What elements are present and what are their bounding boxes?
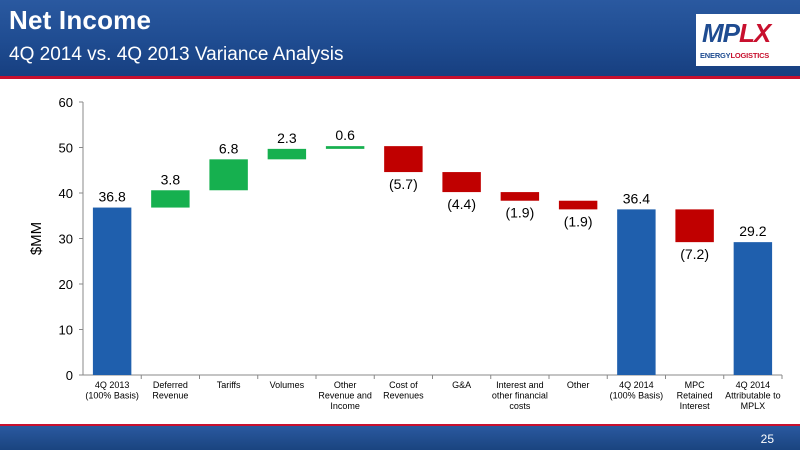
category-label: Tariffs [217, 380, 241, 390]
data-label: (7.2) [680, 246, 709, 262]
category-label: G&A [452, 380, 471, 390]
decrease-bar [675, 209, 714, 243]
category-label: MPLX [741, 401, 766, 411]
data-label: (5.7) [389, 176, 418, 192]
page-number: 25 [760, 432, 774, 446]
y-tick-label: 0 [66, 368, 73, 383]
decrease-bar [442, 172, 481, 193]
category-label: Attributable to [725, 391, 781, 401]
y-tick-label: 50 [59, 141, 73, 156]
data-label: 3.8 [161, 171, 181, 187]
logo-wordmark: MPLX [702, 18, 771, 48]
decrease-bar [558, 200, 598, 210]
y-tick-label: 10 [59, 323, 73, 338]
y-tick-label: 20 [59, 277, 73, 292]
category-label: MPC [685, 380, 706, 390]
category-label: 4Q 2013 [95, 380, 130, 390]
category-label: Interest [680, 401, 711, 411]
logo-tagline: ENERGYLOGISTICS [700, 51, 770, 60]
slide-title: Net Income [9, 5, 152, 35]
category-label: other financial [492, 391, 548, 401]
category-label: Income [330, 401, 360, 411]
category-label: Deferred [153, 380, 188, 390]
slide-header: Net Income 4Q 2014 vs. 4Q 2013 Variance … [0, 0, 800, 76]
total-bar [733, 242, 773, 375]
header-divider [0, 76, 800, 79]
category-label: Cost of [389, 380, 418, 390]
mplx-logo: MPLX ENERGYLOGISTICS [696, 14, 800, 66]
category-label: (100% Basis) [610, 391, 664, 401]
data-label: (4.4) [447, 196, 476, 212]
increase-bar [267, 148, 307, 160]
y-tick-label: 30 [59, 232, 73, 247]
category-label: Revenues [383, 391, 424, 401]
y-tick-label: 40 [59, 186, 73, 201]
data-label: 6.8 [219, 140, 239, 156]
increase-bar [151, 190, 190, 208]
y-tick-label: 60 [59, 95, 73, 110]
category-label: Other [334, 380, 357, 390]
category-label: costs [509, 401, 531, 411]
total-bar [92, 207, 132, 375]
data-label: (1.9) [505, 205, 534, 221]
data-label: 2.3 [277, 130, 297, 146]
increase-bar [209, 159, 248, 191]
total-bar [617, 209, 656, 375]
category-label: Revenue [152, 391, 188, 401]
decrease-bar [384, 146, 423, 173]
slide-footer: 25 [0, 426, 800, 450]
category-label: Other [567, 380, 590, 390]
data-label: 36.8 [99, 189, 126, 205]
category-label: 4Q 2014 [619, 380, 654, 390]
y-axis-title: $MM [28, 222, 45, 255]
data-label: (1.9) [564, 213, 593, 229]
category-label: Retained [677, 391, 713, 401]
category-label: 4Q 2014 [736, 380, 771, 390]
slide-subtitle: 4Q 2014 vs. 4Q 2013 Variance Analysis [9, 44, 344, 65]
category-label: Interest and [496, 380, 544, 390]
category-label: Revenue and [318, 391, 372, 401]
footer-divider [0, 424, 800, 426]
category-label: Volumes [270, 380, 305, 390]
data-label: 29.2 [739, 223, 766, 239]
data-label: 0.6 [335, 127, 355, 143]
category-label: (100% Basis) [85, 391, 139, 401]
decrease-bar [500, 192, 540, 201]
data-label: 36.4 [623, 190, 650, 206]
increase-bar [325, 146, 365, 149]
